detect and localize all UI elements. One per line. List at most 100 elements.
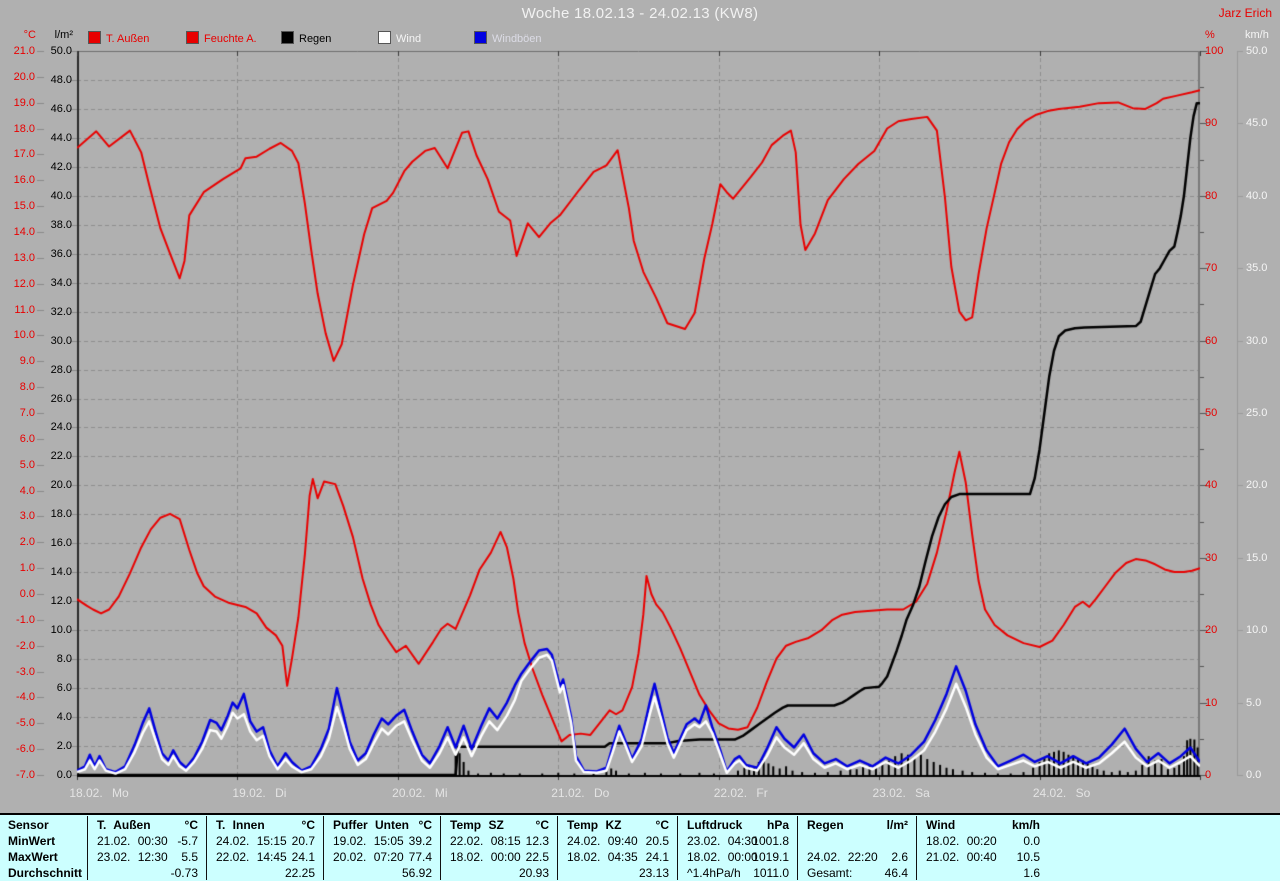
table-min-datetime: 24.02. 15:15	[216, 834, 287, 848]
rain-tick-label: 28.0	[50, 363, 72, 376]
temp-tick-label: -4.0	[16, 691, 35, 704]
humidity-tick-label: 0	[1205, 769, 1212, 781]
table-col-header: Temp SZ	[450, 818, 504, 832]
table-row-label: MaxWert	[8, 850, 58, 864]
x-axis-label-day-6: 24.02. So	[1032, 786, 1091, 800]
table-max-datetime: 18.02. 00:00	[687, 850, 758, 864]
x-axis-label-day-2: 20.02. Mi	[392, 786, 448, 800]
legend-label: Windböen	[492, 33, 542, 45]
table-col-header: Luftdruck	[687, 818, 743, 832]
rain-tick-label: 22.0	[50, 450, 72, 463]
wind-tick-label: 25.0	[1246, 407, 1268, 419]
table-column-separator	[440, 816, 441, 880]
temp-tick-label: 11.0	[14, 303, 35, 316]
table-col-unit: l/m²	[886, 818, 908, 832]
humidity-tick-label: 80	[1205, 189, 1218, 202]
table-avg-datetime: Gesamt:	[807, 866, 853, 880]
x-axis-label-day-4: 22.02. Fr	[713, 786, 768, 800]
table-col-unit: hPa	[766, 818, 789, 832]
temp-axis-unit: °C	[23, 29, 36, 41]
temp-tick-label: 21.0	[13, 45, 35, 57]
wind-tick-label: 10.0	[1246, 624, 1268, 637]
temp-tick-label: 0.0	[19, 588, 35, 600]
rain-tick-label: 2.0	[56, 740, 72, 753]
temp-tick-label: -5.0	[16, 717, 35, 730]
legend-item-feuchte-a-: Feuchte A.	[186, 31, 257, 45]
temp-tick-label: -7.0	[16, 769, 35, 781]
table-col-header: T. Innen	[216, 818, 265, 832]
rain-tick-label: 24.0	[50, 421, 72, 434]
table-col-header: Puffer Unten	[333, 818, 409, 832]
table-min-value: 1001.8	[752, 834, 789, 848]
humidity-tick-label: 50	[1205, 407, 1218, 419]
legend-label: Regen	[299, 33, 332, 45]
table-row-label: Durchschnitt	[8, 866, 83, 880]
temp-tick-label: -6.0	[16, 743, 35, 756]
rain-tick-label: 42.0	[50, 160, 72, 173]
legend-item-regen: Regen	[281, 31, 332, 45]
temp-tick-label: 13.0	[13, 251, 35, 264]
rain-tick-label: 32.0	[50, 305, 72, 318]
temp-tick-label: 18.0	[13, 122, 35, 135]
humidity-tick-label: 70	[1205, 262, 1218, 275]
humidity-tick-label: 100	[1205, 45, 1224, 57]
table-col-unit: km/h	[1011, 818, 1040, 832]
table-min-datetime: 18.02. 00:20	[926, 834, 997, 848]
table-avg-value: -0.73	[170, 866, 198, 880]
legend-swatch-icon	[378, 31, 391, 44]
table-avg-value: 23.13	[638, 866, 669, 880]
temp-tick-label: 4.0	[19, 484, 35, 497]
wind-tick-label: 0.0	[1246, 769, 1262, 781]
wind-tick-label: 15.0	[1246, 551, 1268, 564]
legend-label: Wind	[396, 33, 422, 45]
legend-swatch-icon	[474, 31, 487, 44]
table-min-value: 39.2	[408, 834, 432, 848]
x-axis-label-day-3: 21.02. Do	[551, 786, 610, 800]
table-min-value: -5.7	[177, 834, 198, 848]
rain-tick-label: 20.0	[50, 479, 72, 492]
x-axis-label-day-5: 23.02. Sa	[872, 786, 930, 800]
table-max-value: 2.6	[891, 850, 908, 864]
humidity-tick-label: 30	[1205, 551, 1218, 564]
rain-tick-label: 6.0	[56, 682, 72, 695]
legend-swatch-icon	[88, 31, 101, 44]
table-col-unit: °C	[301, 818, 315, 832]
legend-swatch-icon	[281, 31, 294, 44]
temp-tick-label: 9.0	[19, 355, 35, 368]
rain-tick-label: 14.0	[50, 566, 72, 579]
table-column-separator	[87, 816, 88, 880]
temp-tick-label: 6.0	[19, 432, 35, 445]
wind-tick-label: 45.0	[1246, 117, 1268, 130]
rain-tick-label: 46.0	[50, 102, 72, 115]
humidity-tick-label: 60	[1205, 334, 1218, 347]
table-min-datetime: 24.02. 09:40	[567, 834, 638, 848]
rain-tick-label: 44.0	[50, 131, 72, 144]
temp-tick-label: 3.0	[19, 510, 35, 523]
rain-tick-label: 48.0	[50, 73, 72, 86]
table-max-value: 24.1	[291, 850, 315, 864]
temp-tick-label: -1.0	[16, 613, 35, 626]
table-avg-value: 1011.0	[753, 866, 789, 880]
temp-tick-label: 2.0	[19, 536, 35, 549]
temp-tick-label: 7.0	[19, 407, 35, 419]
legend-item-wind: Wind	[378, 31, 422, 45]
rain-tick-label: 16.0	[50, 537, 72, 550]
table-column-separator	[557, 816, 558, 880]
rain-tick-label: 10.0	[50, 624, 72, 637]
table-min-datetime: 23.02. 04:30	[687, 834, 758, 848]
author-name: Jarz Erich	[1218, 6, 1272, 20]
temp-tick-label: 5.0	[19, 458, 35, 471]
rain-tick-label: 0.0	[56, 769, 72, 781]
table-col-header: T. Außen	[97, 818, 151, 832]
table-max-value: 24.1	[645, 850, 669, 864]
rain-tick-label: 36.0	[50, 247, 72, 260]
table-col-unit: °C	[184, 818, 198, 832]
table-max-value: 22.5	[525, 850, 549, 864]
x-axis-label-day-1: 19.02. Di	[232, 786, 287, 800]
table-row-label: Sensor	[8, 818, 49, 832]
table-max-value: 1019.1	[752, 850, 789, 864]
legend-label: Feuchte A.	[204, 33, 257, 45]
rain-tick-label: 8.0	[56, 653, 72, 666]
humidity-tick-label: 10	[1205, 696, 1218, 709]
